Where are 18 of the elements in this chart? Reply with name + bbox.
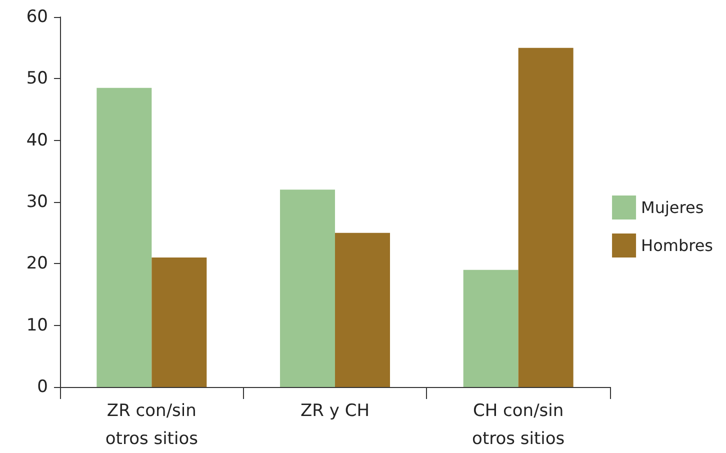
- bar: [463, 270, 518, 387]
- x-tick-label: ZR y CH: [300, 401, 370, 421]
- x-tick-label: ZR con/sin otros sitios: [105, 401, 198, 449]
- bar: [335, 232, 390, 387]
- bar: [96, 88, 152, 387]
- bar: [152, 258, 207, 387]
- y-tick-label: 0: [37, 377, 48, 397]
- y-tick-label: 20: [26, 254, 48, 274]
- legend-label: Hombres: [641, 236, 713, 255]
- y-tick-label: 10: [26, 315, 48, 336]
- legend-label: Mujeres: [641, 198, 704, 217]
- y-tick-label: 60: [26, 7, 48, 27]
- y-tick-label: 30: [26, 192, 48, 212]
- y-tick-label: 50: [26, 68, 48, 89]
- bar: [518, 48, 574, 387]
- y-tick-label: 40: [26, 130, 48, 150]
- bar: [280, 190, 335, 387]
- x-tick-label: CH con/sin otros sitios: [472, 401, 565, 449]
